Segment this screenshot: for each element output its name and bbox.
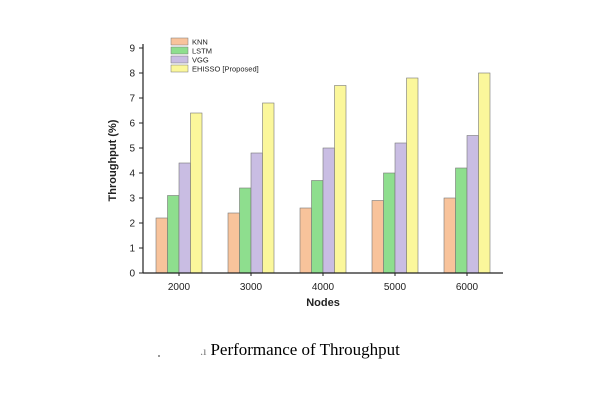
bar-ehisso-3000: [262, 102, 275, 274]
stray-dot: [158, 355, 160, 357]
x-tick-label: 4000: [312, 282, 335, 293]
bar-ehisso-5000: [406, 77, 419, 274]
caption-text: Performance of Throughput: [210, 340, 400, 359]
legend-swatch: [170, 46, 189, 55]
x-tick-label: 6000: [456, 282, 479, 293]
bar-vgg-6000: [466, 135, 479, 274]
bar-series-group: [155, 72, 491, 274]
bar-vgg-2000: [178, 162, 191, 274]
y-tick-label: 1: [129, 244, 135, 255]
figure-caption: .ı Performance of Throughput: [0, 340, 600, 360]
legend-swatch: [170, 64, 189, 73]
x-axis-ticks: 2000 3000 4000 5000 6000: [168, 273, 479, 293]
y-tick-label: 4: [129, 169, 135, 180]
y-axis-ticks: 0 1 2 3 4 5 6 7 8 9: [129, 44, 143, 280]
bar-lstm-6000: [455, 167, 468, 274]
legend-label: LSTM: [192, 47, 212, 56]
legend-label: KNN: [192, 38, 208, 47]
y-tick-label: 9: [129, 44, 135, 55]
bar-knn-6000: [443, 197, 456, 274]
legend-label: EHISSO [Proposed]: [192, 65, 259, 74]
bar-knn-4000: [299, 207, 312, 274]
bar-knn-2000: [155, 217, 168, 274]
legend-swatch: [170, 55, 189, 64]
bar-lstm-2000: [167, 195, 180, 274]
bar-lstm-4000: [311, 180, 324, 274]
legend-swatch: [170, 37, 189, 46]
y-tick-label: 8: [129, 69, 135, 80]
bar-ehisso-2000: [190, 112, 203, 274]
x-tick-label: 5000: [384, 282, 407, 293]
y-tick-label: 3: [129, 194, 135, 205]
y-axis-title: Throughput (%): [107, 119, 119, 201]
y-tick-label: 2: [129, 219, 135, 230]
y-tick-label: 6: [129, 119, 135, 130]
bar-vgg-3000: [250, 152, 263, 274]
caption-mark: .ı: [200, 344, 207, 358]
bar-ehisso-6000: [478, 72, 491, 274]
x-axis-title: Nodes: [306, 297, 340, 309]
y-tick-label: 5: [129, 144, 135, 155]
bar-lstm-5000: [383, 172, 396, 274]
bar-vgg-5000: [394, 142, 407, 274]
x-tick-label: 2000: [168, 282, 191, 293]
legend-label: VGG: [192, 56, 209, 65]
y-tick-label: 0: [129, 269, 135, 280]
x-tick-label: 3000: [240, 282, 263, 293]
bar-vgg-4000: [322, 147, 335, 274]
bar-ehisso-4000: [334, 85, 347, 274]
bar-knn-5000: [371, 200, 384, 274]
bar-lstm-3000: [239, 187, 252, 274]
y-tick-label: 7: [129, 94, 135, 105]
bar-knn-3000: [227, 212, 240, 274]
